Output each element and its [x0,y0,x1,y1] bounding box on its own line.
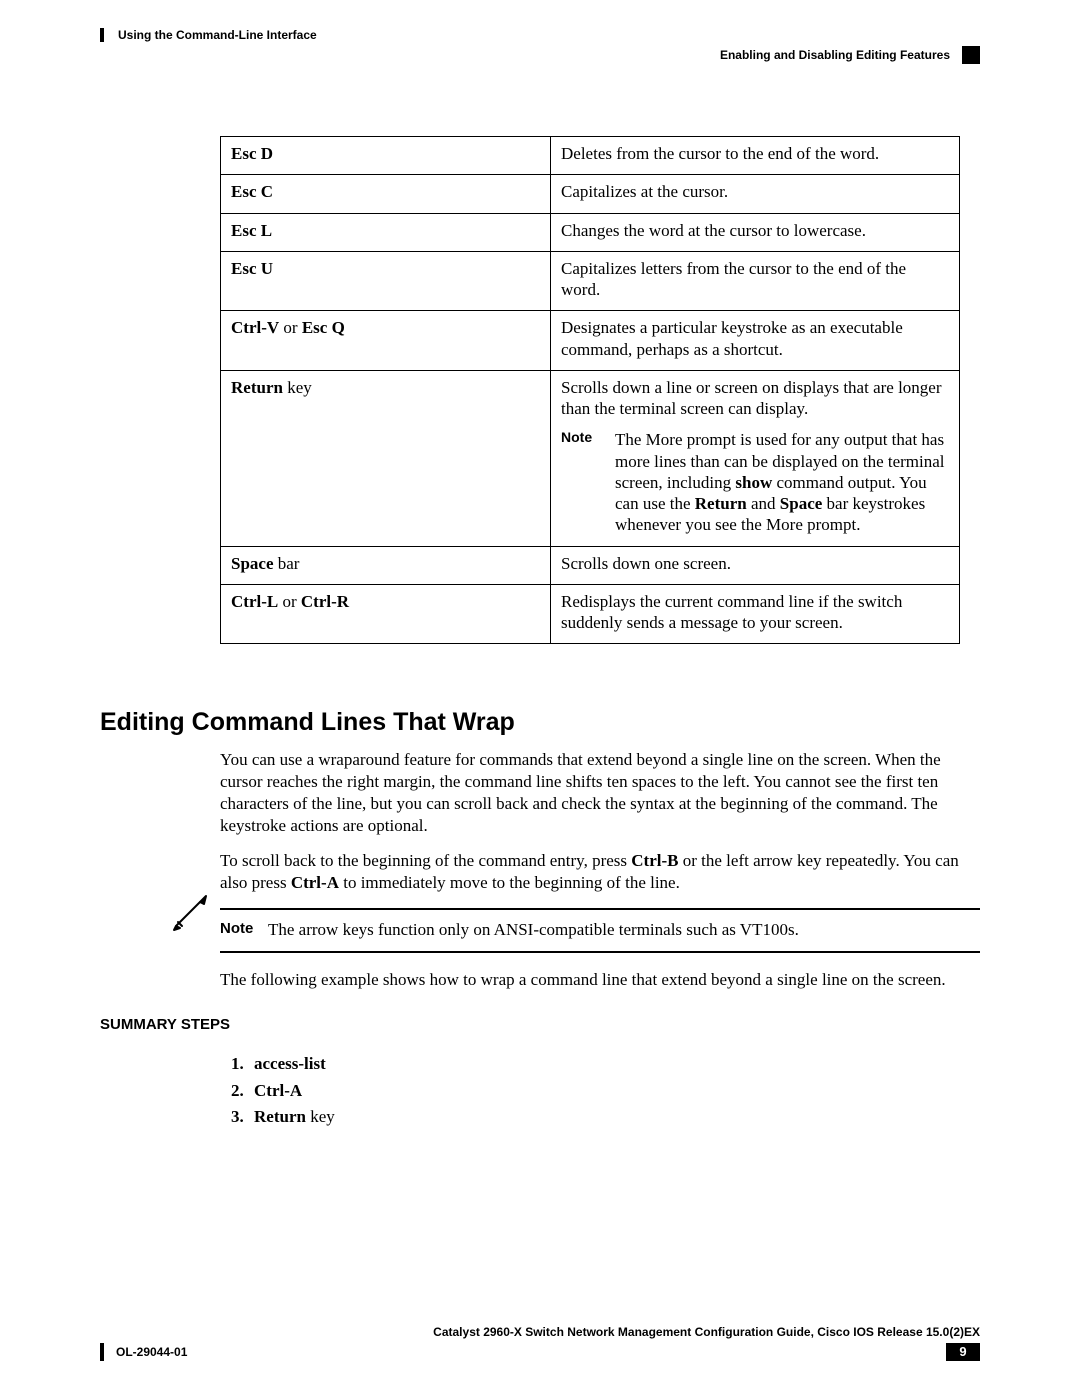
paragraph: To scroll back to the beginning of the c… [220,850,980,894]
description-cell: Deletes from the cursor to the end of th… [551,137,960,175]
section-editing-wrap: Editing Command Lines That Wrap You can … [100,708,980,1130]
summary-step: Ctrl-A [248,1078,980,1104]
paragraph: You can use a wraparound feature for com… [220,749,980,836]
note-block: Note The arrow keys function only on ANS… [220,908,980,953]
section-body: The following example shows how to wrap … [220,969,980,991]
section-title: Enabling and Disabling Editing Features [720,48,950,62]
page-header: Using the Command-Line Interface Enablin… [100,28,980,74]
table-row: Ctrl-L or Ctrl-RRedisplays the current c… [221,584,960,644]
header-block-icon [962,46,980,64]
footer-bar: OL-29044-01 9 [100,1343,980,1361]
chapter-title: Using the Command-Line Interface [118,28,317,42]
description-cell: Capitalizes letters from the cursor to t… [551,251,960,311]
summary-step: access-list [248,1051,980,1077]
table-row: Esc LChanges the word at the cursor to l… [221,213,960,251]
description-cell: Redisplays the current command line if t… [551,584,960,644]
description-cell: Designates a particular keystroke as an … [551,311,960,371]
table-row: Esc DDeletes from the cursor to the end … [221,137,960,175]
keystroke-cell: Esc U [221,251,551,311]
keystroke-cell: Esc C [221,175,551,213]
summary-steps-list: access-listCtrl-AReturn key [248,1051,980,1130]
summary-step: Return key [248,1104,980,1130]
table-row: Space barScrolls down one screen. [221,546,960,584]
summary-steps-heading: SUMMARY STEPS [100,1016,980,1033]
keystroke-cell: Esc L [221,213,551,251]
description-cell: Scrolls down one screen. [551,546,960,584]
section-body: You can use a wraparound feature for com… [220,749,980,894]
paragraph: The following example shows how to wrap … [220,969,980,991]
description-cell: Capitalizes at the cursor. [551,175,960,213]
header-accent-bar [100,28,104,42]
keystroke-cell: Ctrl-V or Esc Q [221,311,551,371]
note-icon [170,892,210,937]
description-cell: Changes the word at the cursor to lowerc… [551,213,960,251]
table-row: Ctrl-V or Esc QDesignates a particular k… [221,311,960,371]
note-text: The arrow keys function only on ANSI-com… [268,918,799,941]
header-left: Using the Command-Line Interface [100,28,317,42]
footer-page-number: 9 [946,1343,980,1361]
footer-guide-title: Catalyst 2960-X Switch Network Managemen… [100,1325,980,1339]
table-row: Return keyScrolls down a line or screen … [221,370,960,546]
keystroke-cell: Ctrl-L or Ctrl-R [221,584,551,644]
table-row: Esc UCapitalizes letters from the cursor… [221,251,960,311]
keystroke-table-wrap: Esc DDeletes from the cursor to the end … [220,136,960,644]
keystroke-table: Esc DDeletes from the cursor to the end … [220,136,960,644]
keystroke-cell: Esc D [221,137,551,175]
section-heading: Editing Command Lines That Wrap [100,708,980,737]
keystroke-cell: Return key [221,370,551,546]
table-row: Esc CCapitalizes at the cursor. [221,175,960,213]
note-rule-bottom [220,951,980,953]
note-label: Note [220,918,268,937]
header-right: Enabling and Disabling Editing Features [720,46,980,64]
page-footer: Catalyst 2960-X Switch Network Managemen… [100,1325,980,1361]
page: Using the Command-Line Interface Enablin… [0,0,1080,1397]
footer-doc-id: OL-29044-01 [116,1343,187,1361]
keystroke-cell: Space bar [221,546,551,584]
description-cell: Scrolls down a line or screen on display… [551,370,960,546]
